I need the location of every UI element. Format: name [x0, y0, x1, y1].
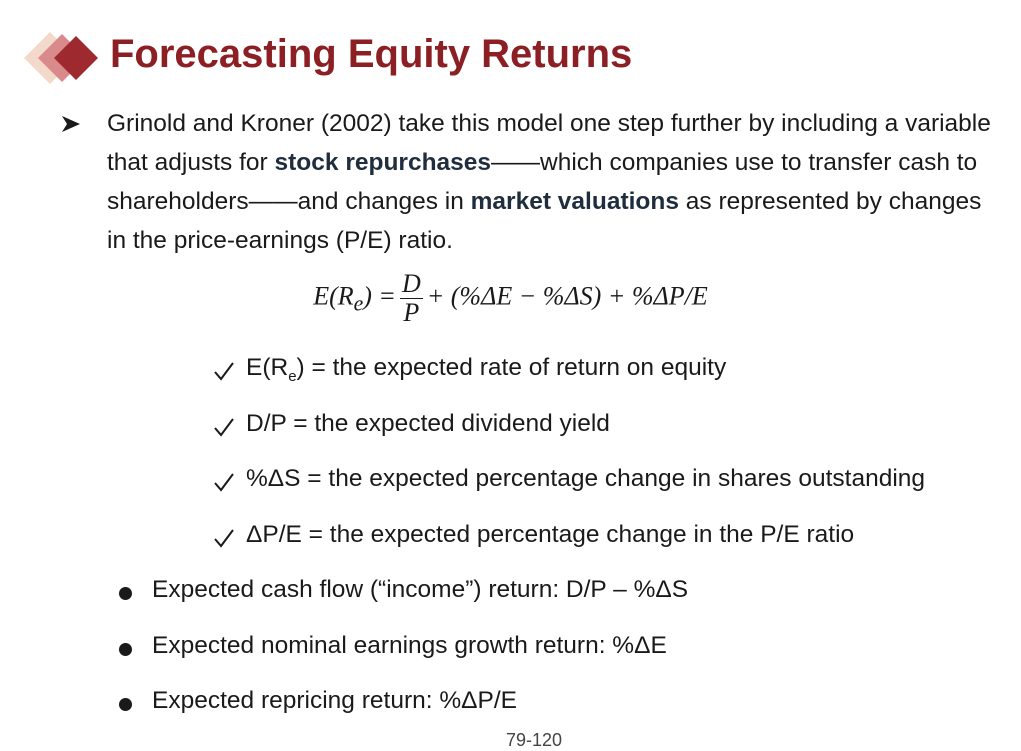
def-text: ) = the expected rate of return on equit…: [296, 354, 727, 381]
definition: D/P = the expected dividend yield: [246, 410, 610, 438]
bullet-text: Expected repricing return: %ΔP/E: [152, 687, 517, 714]
check-mark: [214, 362, 234, 381]
text: ——which companies use to transfer cash t…: [107, 149, 978, 215]
bullet-dot: [119, 642, 132, 656]
intro-paragraph: Grinold and Kroner (2002) take this mode…: [107, 104, 997, 260]
def-subscript: e: [288, 367, 297, 385]
text: Grinold and Kroner (2002) take this mode…: [107, 110, 991, 176]
def-text: ΔP/E = the expected percentage change in…: [246, 520, 855, 548]
numerator: D: [399, 269, 423, 299]
definition: E(Re) = the expected rate of return on e…: [246, 354, 726, 385]
title-icon: [24, 32, 98, 84]
def-text: D/P = the expected dividend yield: [246, 409, 610, 437]
definition: ΔP/E = the expected percentage change in…: [246, 521, 854, 549]
text: as represented by changes in the price-e…: [107, 188, 982, 254]
check-mark: [214, 473, 234, 492]
title: Forecasting Equity Returns: [110, 32, 633, 76]
def-text: %ΔS = the expected percentage change in …: [246, 465, 926, 492]
eq-rest: + (%ΔE − %ΔS) + %ΔP/E: [426, 281, 708, 311]
denominator: P: [403, 298, 420, 327]
definition: %ΔS = the expected percentage change in …: [246, 465, 925, 493]
bold-text: market valuations: [470, 188, 679, 215]
bullet-text: Expected cash flow (“income”) return: D/…: [152, 576, 689, 603]
bold-text: stock repurchases: [274, 149, 492, 176]
bullet-text: Expected nominal earnings growth return:…: [152, 631, 667, 659]
equation: E(Re) = D P + (%ΔE − %ΔS) + %ΔP/E: [0, 270, 1021, 327]
eq-sub: e: [353, 291, 364, 316]
eq-lhs: E(R: [313, 281, 354, 311]
bullet-dot: [119, 587, 132, 600]
def-text: E(R: [246, 354, 289, 381]
arrow-bullet: [62, 116, 80, 132]
check-mark: [214, 417, 234, 437]
eq-lhs-close: ) =: [363, 281, 396, 311]
check-mark: [214, 528, 234, 548]
bullet-dot: [119, 698, 132, 711]
